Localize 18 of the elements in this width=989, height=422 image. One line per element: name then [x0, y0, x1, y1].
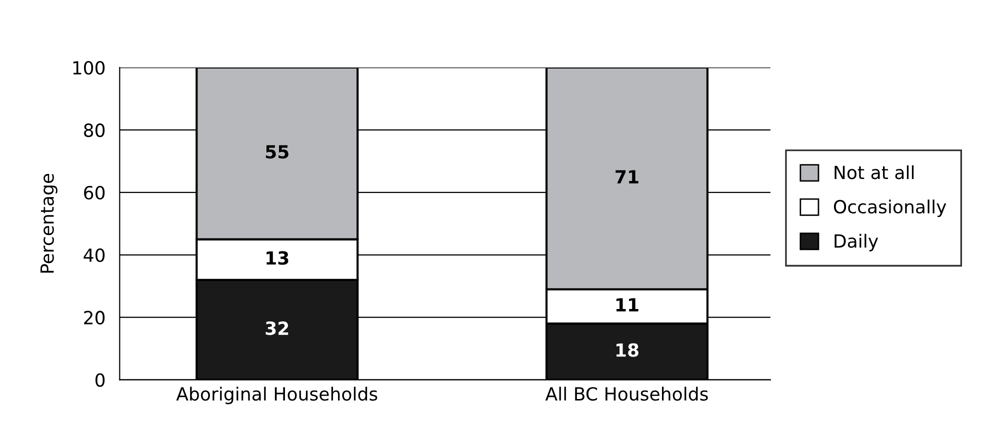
y-tick-label: 40: [84, 248, 105, 262]
legend-label: Not at all: [834, 165, 914, 180]
data-label: 55: [266, 145, 288, 159]
legend-label: Occasionally: [834, 200, 946, 218]
legend-label: Daily: [834, 234, 878, 252]
y-tick-label: 20: [84, 310, 105, 324]
y-tick-label: 80: [84, 123, 105, 138]
y-tick-label: 100: [73, 60, 105, 75]
x-tick-label: All BC Households: [545, 386, 708, 401]
data-label: 18: [616, 343, 638, 357]
y-axis-title: Percentage: [40, 174, 58, 273]
y-tick-label: 60: [84, 186, 105, 200]
y-tick-label: 0: [95, 373, 105, 387]
x-tick-label: Aboriginal Households: [176, 386, 378, 404]
data-label: 11: [616, 298, 638, 312]
data-label: 13: [266, 251, 288, 265]
data-label: 32: [266, 321, 288, 336]
data-label: 71: [616, 170, 638, 184]
